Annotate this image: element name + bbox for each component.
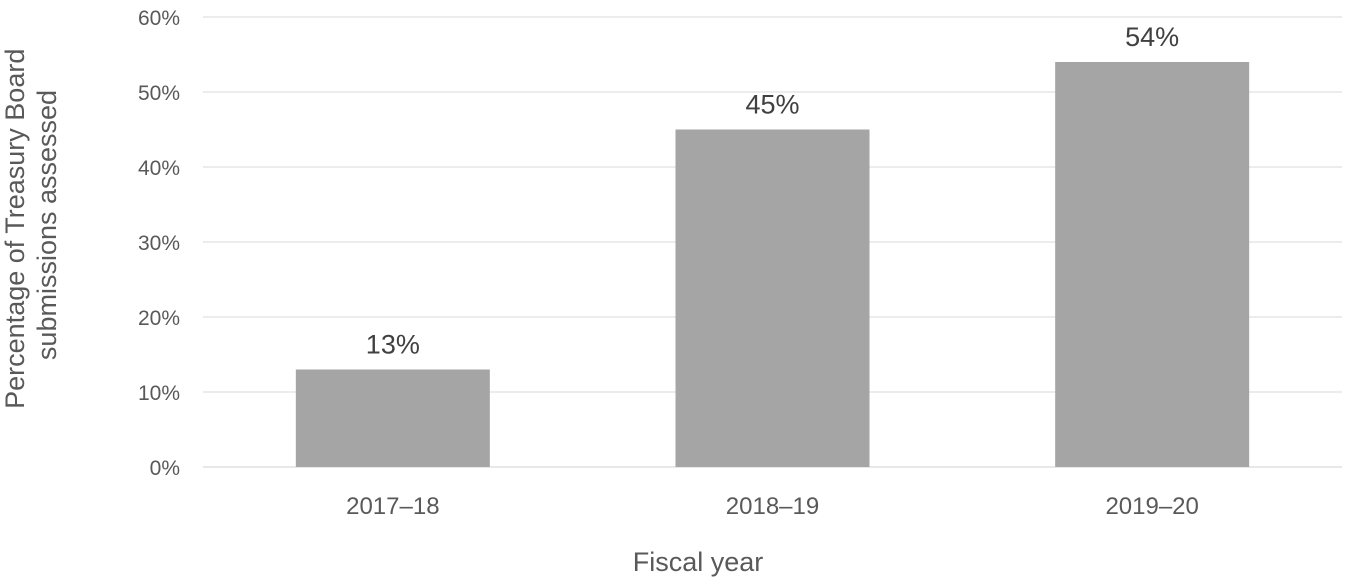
y-tick-label: 10% xyxy=(138,382,180,405)
y-tick-label: 20% xyxy=(138,307,180,330)
x-tick-label: 2018–19 xyxy=(726,493,819,520)
x-tick-label: 2017–18 xyxy=(346,493,439,520)
y-tick-label: 0% xyxy=(150,457,180,480)
data-label: 45% xyxy=(745,90,799,120)
y-axis-title-line-1: Percentage of Treasury Board xyxy=(0,49,30,409)
y-tick-label: 40% xyxy=(138,157,180,180)
y-axis-title: Percentage of Treasury Board submissions… xyxy=(0,41,62,409)
y-tick-label: 60% xyxy=(138,7,180,30)
bar-2017–18 xyxy=(295,369,490,467)
y-tick-label: 50% xyxy=(138,82,180,105)
data-label: 13% xyxy=(366,330,420,360)
x-tick-label: 2019–20 xyxy=(1105,493,1198,520)
y-axis-ticks: 0% 10% 20% 30% 40% 50% 60% xyxy=(138,7,180,480)
bar-2019–20 xyxy=(1055,62,1250,467)
x-axis-ticks: 2017–18 2018–19 2019–20 xyxy=(346,493,1199,520)
y-axis-title-line-2: submissions assessed xyxy=(32,90,62,360)
y-tick-label: 30% xyxy=(138,232,180,255)
data-label: 54% xyxy=(1125,22,1179,52)
bars xyxy=(295,62,1250,467)
x-axis-title: Fiscal year xyxy=(633,547,764,577)
data-labels: 13% 45% 54% xyxy=(366,22,1179,360)
bar-2018–19 xyxy=(675,129,870,467)
